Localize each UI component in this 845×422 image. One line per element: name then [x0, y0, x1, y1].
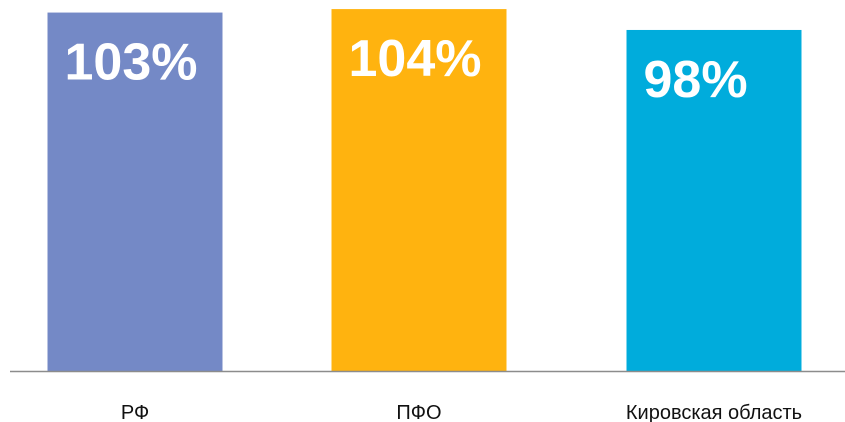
- bar-value-label-2: 104%: [349, 30, 482, 88]
- bar-value-label-3: 98%: [644, 51, 748, 109]
- bar-1: [47, 12, 223, 372]
- bar-value-label-1: 103%: [65, 34, 198, 92]
- bar-2: [331, 9, 507, 372]
- labels-layer: 103% РФ 104% ПФО 98% Кировская область: [65, 30, 803, 422]
- bar-3: [626, 29, 802, 372]
- category-label-2: ПФО: [396, 402, 441, 422]
- bars-layer: [47, 9, 802, 372]
- category-label-3: Кировская область: [626, 402, 802, 422]
- category-label-1: РФ: [121, 402, 149, 422]
